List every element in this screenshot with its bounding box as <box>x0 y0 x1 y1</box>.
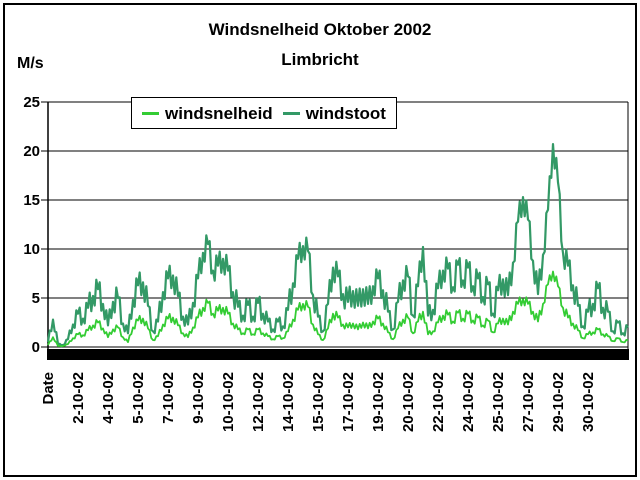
x-tick-label: 5-10-02 <box>130 372 147 424</box>
y-tick-label: 10 <box>23 241 40 258</box>
chart-title: Windsnelheid Oktober 2002 <box>208 20 432 39</box>
legend-box: windsnelheid windstoot <box>131 97 397 129</box>
y-tick-label: 25 <box>23 94 40 111</box>
y-tick-label: 5 <box>32 290 40 307</box>
x-tick-label: 12-10-02 <box>250 372 267 432</box>
series-windsnelheid-line <box>47 270 629 348</box>
x-tick-label: 20-10-02 <box>400 372 417 432</box>
x-tick-label: 17-10-02 <box>340 372 357 432</box>
x-tick-label: 22-10-02 <box>430 372 447 432</box>
y-tick-label: 15 <box>23 192 40 209</box>
x-tick-label: 15-10-02 <box>310 372 327 432</box>
legend-label-windstoot: windstoot <box>305 103 386 123</box>
x-tick-label: 24-10-02 <box>460 372 477 432</box>
x-tick-label: 10-10-02 <box>220 372 237 432</box>
x-axis-bar <box>47 349 629 360</box>
x-tick-label: 7-10-02 <box>160 372 177 424</box>
x-tick-label: 14-10-02 <box>280 372 297 432</box>
x-tick-label: 2-10-02 <box>70 372 87 424</box>
x-tick-label: 9-10-02 <box>190 372 207 424</box>
y-tick-label: 20 <box>23 143 40 160</box>
chart-subtitle: Limbricht <box>281 50 359 69</box>
y-axis-unit-label: M/s <box>17 55 44 72</box>
x-tick-label: 4-10-02 <box>100 372 117 424</box>
x-tick-label: 25-10-02 <box>490 372 507 432</box>
x-tick-label: 29-10-02 <box>550 372 567 432</box>
series-windstoot-line <box>46 143 629 347</box>
windsnelheid-line-swatch-icon <box>142 111 160 115</box>
legend-item-windstoot: windstoot <box>282 103 386 123</box>
windstoot-line-swatch-icon <box>282 111 300 115</box>
legend-label-windsnelheid: windsnelheid <box>165 103 273 123</box>
x-tick-label: Date <box>40 372 57 405</box>
figure-border <box>3 3 637 477</box>
x-tick-label: 19-10-02 <box>370 372 387 432</box>
x-tick-label: 27-10-02 <box>520 372 537 432</box>
legend-item-windsnelheid: windsnelheid <box>142 105 273 122</box>
y-tick-label: 0 <box>32 339 40 356</box>
x-tick-label: 30-10-02 <box>580 372 597 432</box>
